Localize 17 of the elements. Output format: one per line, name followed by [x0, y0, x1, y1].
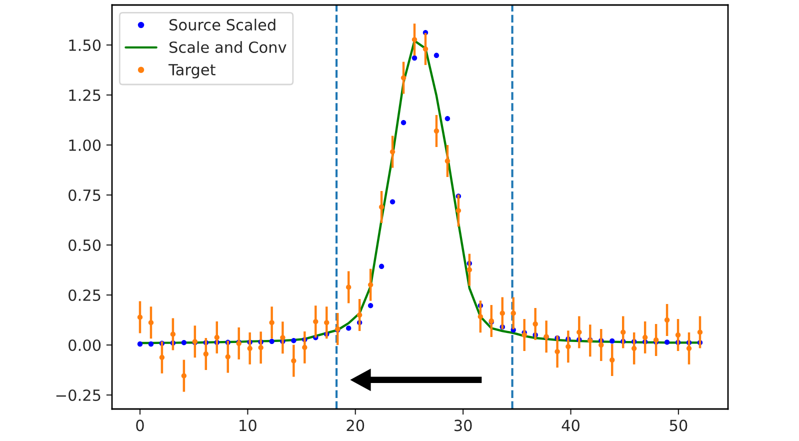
x-tick-label: 20 — [346, 420, 364, 432]
y-tick-label: 0.50 — [68, 239, 101, 252]
legend-label: Scale and Conv — [170, 41, 286, 53]
x-tick-label: 40 — [562, 420, 580, 432]
x-tick-label: 0 — [136, 420, 144, 432]
x-tick-label: 50 — [670, 420, 688, 432]
legend-label: Source Scaled — [170, 18, 276, 31]
y-tick-label: 1.25 — [69, 89, 100, 102]
y-tick-label: −0.25 — [56, 389, 100, 402]
y-tick-label: 0.00 — [68, 339, 101, 352]
y-tick-label: 1.50 — [69, 39, 101, 52]
x-tick-label: 30 — [454, 420, 472, 432]
y-tick-label: 0.75 — [68, 189, 100, 202]
x-tick-label: 10 — [240, 420, 256, 432]
y-tick-label: 0.25 — [68, 289, 100, 302]
y-tick-label: 1.00 — [69, 139, 101, 152]
legend-label: Target — [168, 64, 216, 78]
